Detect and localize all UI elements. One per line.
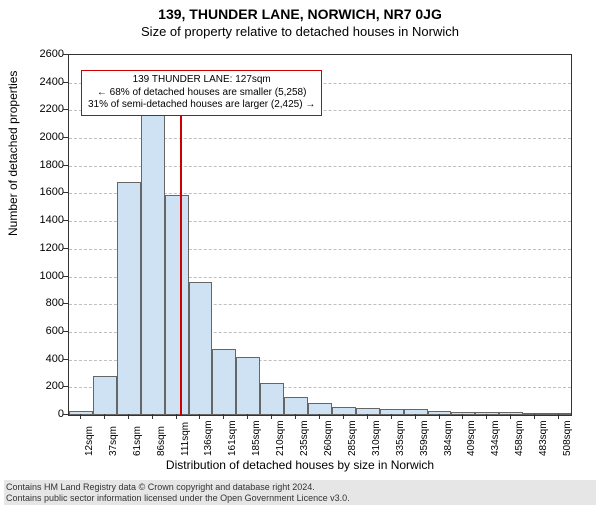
xtick-mark [439,414,440,419]
xtick-label: 409sqm [466,420,477,456]
ytick-label: 1200 [4,242,64,254]
ytick-mark [63,248,68,249]
xtick-label: 210sqm [275,420,286,456]
xtick-mark [486,414,487,419]
ytick-mark [63,192,68,193]
histogram-bar [165,195,189,415]
xtick-mark [295,414,296,419]
xtick-mark [271,414,272,419]
xtick-label: 61sqm [132,426,143,456]
xtick-mark [176,414,177,419]
footer-attribution: Contains HM Land Registry data © Crown c… [4,480,596,505]
ytick-label: 0 [4,408,64,420]
annotation-box: 139 THUNDER LANE: 127sqm← 68% of detache… [81,70,322,116]
ytick-label: 1800 [4,159,64,171]
ytick-mark [63,386,68,387]
histogram-bar [284,397,308,415]
ytick-label: 1400 [4,214,64,226]
xtick-label: 12sqm [84,426,95,456]
xtick-mark [223,414,224,419]
xtick-mark [510,414,511,419]
xtick-mark [558,414,559,419]
histogram-bar [236,357,260,415]
ytick-label: 2400 [4,76,64,88]
chart-title-address: 139, THUNDER LANE, NORWICH, NR7 0JG [0,6,600,22]
xtick-label: 359sqm [419,420,430,456]
ytick-label: 1600 [4,186,64,198]
ytick-label: 1000 [4,270,64,282]
chart-subtitle: Size of property relative to detached ho… [0,24,600,39]
xtick-label: 458sqm [514,420,525,456]
xtick-label: 483sqm [538,420,549,456]
ytick-mark [63,165,68,166]
ytick-label: 200 [4,380,64,392]
xtick-label: 335sqm [395,420,406,456]
xtick-mark [199,414,200,419]
ytick-mark [63,276,68,277]
xtick-label: 136sqm [203,420,214,456]
ytick-label: 600 [4,325,64,337]
plot-area: 139 THUNDER LANE: 127sqm← 68% of detache… [68,54,572,416]
xtick-label: 384sqm [443,420,454,456]
xtick-mark [415,414,416,419]
xtick-label: 235sqm [299,420,310,456]
xtick-mark [462,414,463,419]
property-marker-line [180,90,182,415]
footer-line1: Contains HM Land Registry data © Crown c… [6,482,594,492]
ytick-label: 2200 [4,103,64,115]
annotation-line: ← 68% of detached houses are smaller (5,… [88,87,315,100]
xtick-mark [319,414,320,419]
ytick-label: 400 [4,353,64,365]
x-axis-label: Distribution of detached houses by size … [0,458,600,472]
xtick-label: 285sqm [347,420,358,456]
ytick-mark [63,82,68,83]
histogram-bar [69,411,93,415]
xtick-label: 86sqm [156,426,167,456]
xtick-mark [152,414,153,419]
ytick-mark [63,137,68,138]
histogram-bar [141,106,165,415]
xtick-mark [104,414,105,419]
xtick-label: 260sqm [323,420,334,456]
xtick-label: 508sqm [562,420,573,456]
histogram-bar [212,349,236,415]
xtick-mark [367,414,368,419]
ytick-mark [63,54,68,55]
xtick-label: 37sqm [108,426,119,456]
xtick-label: 111sqm [180,422,191,456]
annotation-line: 31% of semi-detached houses are larger (… [88,99,315,112]
xtick-label: 185sqm [251,420,262,456]
ytick-mark [63,303,68,304]
histogram-bar [260,383,284,415]
ytick-label: 2600 [4,48,64,60]
histogram-bar [93,376,117,415]
xtick-mark [343,414,344,419]
xtick-mark [534,414,535,419]
xtick-label: 310sqm [371,420,382,456]
xtick-mark [391,414,392,419]
xtick-mark [80,414,81,419]
ytick-mark [63,220,68,221]
ytick-mark [63,359,68,360]
chart-container: 139, THUNDER LANE, NORWICH, NR7 0JG Size… [0,6,600,506]
xtick-label: 161sqm [227,420,238,456]
xtick-mark [247,414,248,419]
xtick-mark [128,414,129,419]
histogram-bar [117,182,141,415]
xtick-label: 434sqm [490,420,501,456]
footer-line2: Contains public sector information licen… [6,493,594,503]
y-axis-label: Number of detached properties [6,71,20,236]
ytick-mark [63,109,68,110]
ytick-label: 2000 [4,131,64,143]
ytick-mark [63,414,68,415]
annotation-line: 139 THUNDER LANE: 127sqm [88,74,315,87]
histogram-bar [189,282,213,415]
ytick-label: 800 [4,297,64,309]
ytick-mark [63,331,68,332]
